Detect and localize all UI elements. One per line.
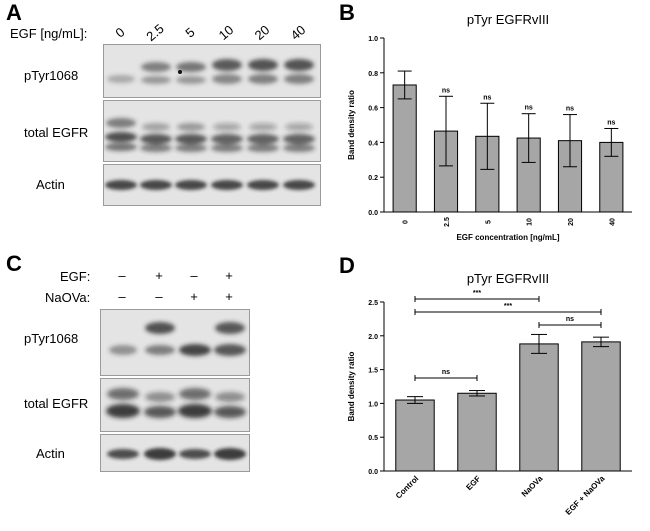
x-tick-label: 2.5 (444, 217, 451, 227)
y-tick-label: 0.0 (368, 469, 378, 476)
significance-label: ns (607, 119, 615, 126)
panel-b-letter: B (339, 0, 355, 25)
panel-d-letter: D (339, 253, 355, 278)
significance-label: ns (566, 316, 574, 323)
egf-concentration-header: EGF [ng/mL]: (10, 26, 88, 41)
western-blot-ptyr1068-a (103, 44, 321, 98)
x-tick-label: 10 (527, 218, 534, 226)
significance-label: ns (525, 105, 533, 112)
y-tick-label: 0.0 (368, 210, 378, 217)
y-axis-label: Band density ratio (347, 90, 356, 160)
panel-c-letter: C (6, 251, 22, 276)
blot-row-label: total EGFR (24, 125, 89, 140)
western-blot-actin-c (100, 434, 250, 472)
x-tick-label: EGF (464, 474, 482, 492)
naova-row-header: NaOVa: (45, 290, 91, 305)
blot-row-label: total EGFR (24, 396, 89, 411)
naova-sign: + (190, 289, 198, 304)
egf-sign: – (118, 268, 126, 283)
blot-row-label: Actin (36, 177, 65, 192)
western-blot-ptyr1068-c (100, 309, 250, 376)
western-blot-total-egfr-c (100, 378, 250, 432)
egf-row-header: EGF: (60, 269, 91, 284)
x-tick-label: 20 (568, 218, 575, 226)
y-tick-label: 0.2 (368, 175, 378, 182)
significance-label: *** (504, 303, 512, 310)
y-tick-label: 0.6 (368, 106, 378, 113)
naova-sign: – (118, 289, 126, 304)
x-axis-label: EGF concentration [ng/mL] (456, 233, 559, 242)
significance-label: ns (442, 87, 450, 94)
y-tick-label: 0.4 (368, 140, 378, 147)
chart-b-egf-dose: pTyr EGFRvIII 0.0 0.2 0.4 0.6 0.8 1.0 Band dens… (347, 12, 632, 242)
x-tick-label: 5 (485, 220, 492, 224)
naova-sign: + (225, 289, 233, 304)
significance-label: *** (473, 290, 481, 297)
y-tick-label: 1.0 (368, 36, 378, 43)
bar (581, 341, 621, 472)
y-tick-label: 2.5 (368, 300, 378, 307)
chart-title: pTyr EGFRvIII (467, 12, 549, 27)
blot-row-label: pTyr1068 (24, 68, 79, 83)
blot-row-label: Actin (36, 446, 65, 461)
bar (457, 392, 497, 472)
x-tick-label: 0 (403, 220, 410, 224)
panel-a-letter: A (6, 0, 22, 25)
y-tick-label: 1.5 (368, 368, 378, 375)
y-tick-label: 0.8 (368, 71, 378, 78)
x-tick-label: Control (394, 474, 420, 500)
y-tick-label: 2.0 (368, 334, 378, 341)
western-blot-actin-a (103, 164, 321, 206)
bar (392, 84, 417, 213)
y-axis-label: Band density ratio (347, 351, 356, 421)
x-tick-label: EGF + NaOVa (564, 474, 607, 517)
significance-label: ns (566, 106, 574, 113)
egf-sign: – (190, 268, 198, 283)
x-tick-label: NaOVa (520, 474, 545, 499)
blot-row-label: pTyr1068 (24, 331, 79, 346)
y-tick-label: 0.5 (368, 435, 378, 442)
egf-sign: + (225, 268, 233, 283)
x-tick-label: 40 (609, 218, 616, 226)
bar (519, 343, 559, 472)
western-blot-total-egfr-a (103, 100, 321, 162)
egf-sign: + (155, 268, 163, 283)
bar (395, 399, 435, 472)
significance-label: ns (442, 369, 450, 376)
y-tick-label: 1.0 (368, 401, 378, 408)
chart-d-treatments: pTyr EGFRvIII 0.0 0.5 1.0 1.5 2.0 2.5 Band dens… (347, 271, 632, 517)
significance-label: ns (483, 94, 491, 101)
chart-title: pTyr EGFRvIII (467, 271, 549, 286)
naova-sign: – (155, 289, 163, 304)
